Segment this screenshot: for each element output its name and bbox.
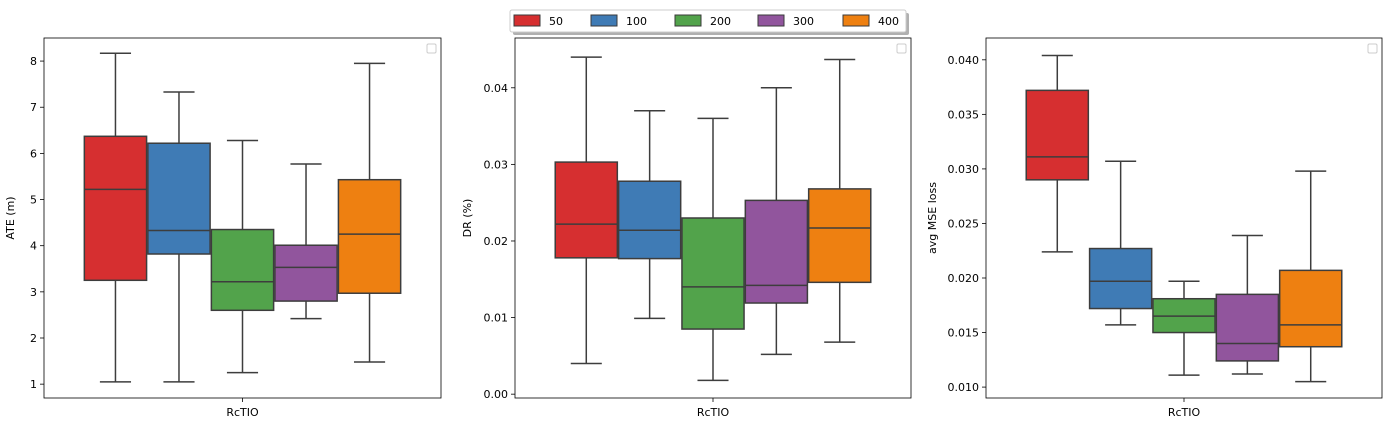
ytick-label: 8 — [30, 55, 37, 68]
box-body — [147, 142, 211, 255]
box-body — [337, 178, 402, 294]
ytick-label: 0.04 — [484, 82, 509, 95]
ytick-label: 0.00 — [484, 388, 509, 401]
box-ate-50 — [83, 52, 148, 383]
ytick-label: 0.030 — [948, 163, 980, 176]
box-body — [210, 228, 275, 312]
box-body — [83, 135, 148, 282]
box-mse-400 — [1278, 170, 1343, 383]
legend-label-100: 100 — [626, 15, 647, 28]
legend-swatch-200 — [674, 14, 702, 27]
ytick-label: 7 — [30, 101, 37, 114]
box-dr-200 — [681, 117, 745, 382]
legend-label-200: 200 — [710, 15, 731, 28]
xtick-label-ate: RcTIO — [226, 406, 259, 419]
ytick-label: 0.025 — [948, 217, 980, 230]
ytick-label: 2 — [30, 332, 37, 345]
panel-mse: 0.010 0.015 0.020 0.025 0.030 0.035 0.040 RcTIO… — [926, 37, 1383, 419]
box-body — [1088, 247, 1153, 310]
legend-swatch-400 — [842, 14, 870, 27]
box-ate-300 — [274, 163, 338, 320]
legend-swatch-50 — [513, 14, 541, 27]
empty-legend-mse — [1367, 43, 1378, 54]
box-dr-400 — [807, 58, 872, 343]
box-dr-300 — [744, 87, 809, 356]
box-mse-200 — [1152, 280, 1216, 376]
legend-swatch-300 — [757, 14, 785, 27]
xtick-label-mse: RcTIO — [1168, 406, 1201, 419]
box-body — [274, 244, 338, 302]
ytick-label: 4 — [30, 240, 37, 253]
box-ate-200 — [210, 139, 275, 374]
box-body — [554, 161, 619, 259]
box-body — [744, 199, 809, 304]
ytick-label: 0.03 — [484, 158, 509, 171]
box-body — [617, 180, 682, 260]
ytick-label: 0.01 — [484, 312, 509, 325]
ylabel-mse: avg MSE loss — [926, 182, 939, 254]
ytick-label: 0.040 — [948, 54, 980, 67]
ytick-label: 0.010 — [948, 381, 980, 394]
box-mse-300 — [1215, 234, 1280, 375]
box-mse-50 — [1025, 54, 1090, 253]
ylabel-ate: ATE (m) — [4, 196, 17, 239]
ytick-label: 3 — [30, 286, 37, 299]
box-body — [1278, 269, 1343, 348]
box-body — [1215, 293, 1280, 362]
box-body — [681, 217, 745, 330]
legend-swatch-100 — [590, 14, 618, 27]
box-body — [1025, 89, 1090, 181]
ytick-label: 0.035 — [948, 108, 980, 121]
legend-label-400: 400 — [878, 15, 899, 28]
legend: 50 100 200 300 400 — [509, 9, 909, 35]
ylabel-dr: DR (%) — [461, 199, 474, 238]
legend-label-300: 300 — [793, 15, 814, 28]
box-ate-400 — [337, 62, 402, 363]
box-mse-100 — [1088, 160, 1153, 326]
ytick-label: 1 — [30, 378, 37, 391]
legend-label-50: 50 — [549, 15, 563, 28]
box-dr-50 — [554, 56, 619, 365]
empty-legend-dr — [896, 43, 907, 54]
ytick-label: 0.020 — [948, 272, 980, 285]
box-ate-100 — [147, 91, 211, 383]
panel-ate: 1 2 3 4 5 6 7 8 RcTIO ATE (m) — [4, 37, 442, 419]
panel-dr: 0.00 0.01 0.02 0.03 0.04 RcTIO DR (%) — [461, 37, 912, 419]
box-body — [807, 188, 872, 284]
ytick-label: 0.02 — [484, 235, 509, 248]
ytick-label: 0.015 — [948, 327, 980, 340]
ytick-label: 6 — [30, 147, 37, 160]
ytick-label: 5 — [30, 194, 37, 207]
empty-legend-ate — [426, 43, 437, 54]
box-dr-100 — [617, 110, 682, 320]
xtick-label-dr: RcTIO — [697, 406, 730, 419]
